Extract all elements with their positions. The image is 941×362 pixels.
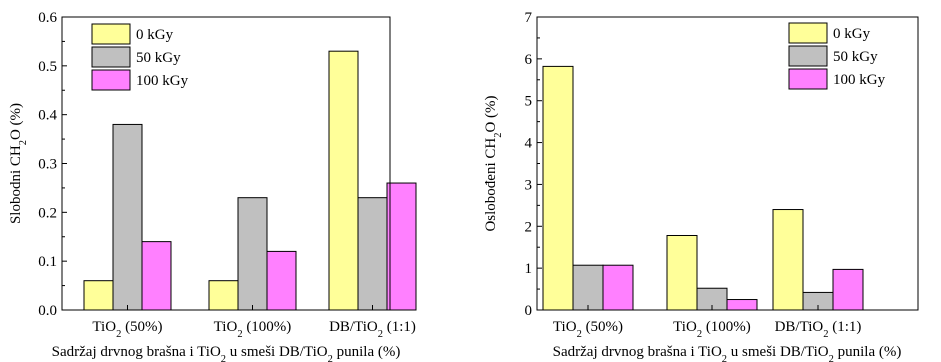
bar [83,280,114,311]
y-tick-label: 6 [525,52,533,68]
x-tick-label: TiO2 (100%) [673,319,751,340]
legend-swatch [788,22,828,44]
bar [602,264,634,311]
y-tick-label: 7 [525,10,533,26]
legend-label: 50 kGy [833,49,878,65]
legend-label: 100 kGy [136,73,189,89]
bar [112,123,143,311]
y-tick-label: 4 [525,136,533,152]
bar [832,268,864,311]
y-tick-label: 0.0 [38,303,57,319]
y-tick-label: 0.5 [38,59,57,75]
bar [357,197,388,311]
legend-swatch [91,69,131,91]
legend-label: 100 kGy [833,72,886,88]
x-tick-label: TiO2 (50%) [553,319,623,340]
bar [386,182,417,311]
bar [237,197,268,311]
chart-2: 0 1 2 3 4 5 6 7 TiO2 (50%) TiO2 (100%) DB/TiO2 (1:… [483,10,919,362]
x-axis-label: Sadržaj drvnog brašna i TiO2 u smeši DB/… [553,344,902,362]
legend-swatch [788,45,828,67]
bar [328,50,359,311]
y-tick-label: 3 [525,177,533,193]
y-tick-label: 0.4 [38,108,57,124]
x-axis-label: Sadržaj drvnog brašna i TiO2 u smeši DB/… [52,344,401,362]
bar [266,250,297,311]
y-tick-label: 0.6 [38,10,57,26]
y-tick-label: 0.1 [38,254,57,270]
legend-swatch [91,46,131,68]
bar [772,209,804,311]
legend-swatch [91,23,131,45]
y-tick-label: 2 [525,219,533,235]
x-tick-label: DB/TiO2 (1:1) [775,319,862,340]
y-axis-label: Oslobođeni CH2O (%) [483,95,504,231]
y-tick-label: 1 [525,261,533,277]
bar [141,241,172,311]
y-tick-label: 0.3 [38,157,57,173]
legend-label: 50 kGy [136,50,181,66]
y-tick-label: 0.2 [38,205,57,221]
legend-label: 0 kGy [833,26,871,42]
bar [726,299,758,311]
legend-swatch [788,68,828,90]
bar [666,234,698,311]
x-tick-label: DB/TiO2 (1:1) [329,319,416,340]
x-tick-label: TiO2 (50%) [92,319,162,340]
bar [208,280,239,311]
y-tick-label: 0 [525,303,533,319]
y-tick-label: 5 [525,94,533,110]
bar [542,65,574,311]
chart-1: 0.0 0.1 0.2 0.3 0.4 0.5 0.6 TiO2 (50%) TiO2 (100… [8,10,417,362]
legend-label: 0 kGy [136,27,174,43]
bar [572,264,604,311]
y-axis-label: Slobodni CH2O (%) [8,103,29,224]
x-tick-label: TiO2 (100%) [214,319,292,340]
